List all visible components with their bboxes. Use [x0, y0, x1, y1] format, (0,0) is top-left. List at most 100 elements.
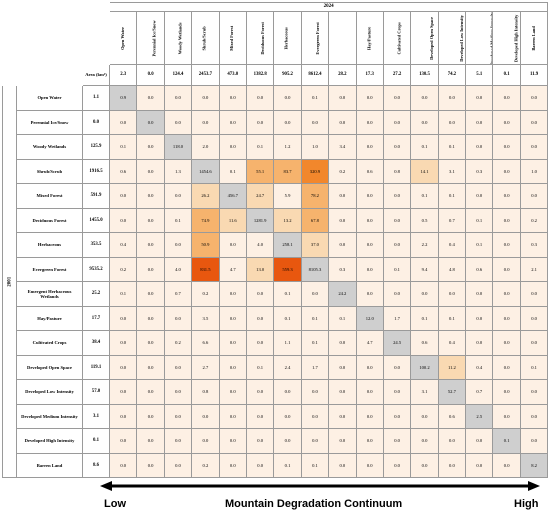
row-header-label: Barren Land — [16, 452, 83, 478]
area-2001-value: 1.1 — [81, 85, 111, 111]
transition-cell: 0.0 — [218, 330, 247, 356]
transition-cell: 0.0 — [437, 452, 467, 478]
transition-cell: 0.0 — [519, 428, 549, 454]
transition-cell: 0.0 — [519, 109, 549, 135]
column-header-label: Hay/Pasture — [366, 26, 372, 51]
table-row: Deciduous Forest 1455.0 0.0 0.0 0.1 74.9 11.6 1… — [3, 207, 549, 233]
transition-cell: 0.0 — [465, 428, 494, 454]
transition-cell: 0.0 — [328, 85, 357, 111]
transition-cell: 3.1 — [410, 379, 439, 405]
transition-cell: 0.0 — [136, 158, 165, 184]
transition-cell: 0.0 — [218, 134, 247, 160]
transition-cell: 50.9 — [191, 232, 220, 258]
transition-cell: 0.0 — [465, 330, 494, 356]
transition-cell: 0.0 — [437, 109, 467, 135]
table-row: Developed High Intensity 0.1 0.0 0.0 0.0 0.0 0… — [3, 428, 549, 454]
transition-cell: 0.0 — [109, 379, 138, 405]
transition-cell: 0.0 — [300, 379, 330, 405]
column-header-label: Developed Open Space — [429, 17, 435, 60]
transition-cell: 0.0 — [382, 281, 412, 307]
transition-cell: 0.0 — [492, 330, 521, 356]
transition-cell: 0.0 — [191, 85, 220, 111]
column-header-label: Developed High Intensity — [513, 14, 519, 63]
transition-cell: 0.0 — [218, 379, 247, 405]
transition-cell: 13.2 — [273, 207, 302, 233]
transition-cell: 0.0 — [136, 85, 165, 111]
transition-cell: 0.1 — [109, 134, 138, 160]
transition-cell: 0.0 — [519, 403, 549, 429]
column-header-label: Herbaceous — [284, 27, 290, 50]
transition-cell: 0.1 — [465, 207, 494, 233]
transition-cell: 0.0 — [465, 134, 494, 160]
column-header: Shrub/Scrub — [191, 11, 220, 65]
transition-cell: 0.0 — [492, 379, 521, 405]
transition-cell: 0.0 — [136, 305, 165, 331]
transition-cell: 1281.9 — [245, 207, 275, 233]
transition-cell: 0.0 — [465, 305, 494, 331]
transition-cell: 0.0 — [163, 452, 193, 478]
column-header: Evergreen Forest — [300, 11, 330, 65]
transition-cell: 6.6 — [191, 330, 220, 356]
transition-cell: 1.0 — [300, 134, 330, 160]
transition-cell: 1.7 — [300, 354, 330, 380]
column-header: Perennial Ice/Snow — [136, 11, 165, 65]
transition-cell: 0.1 — [273, 305, 302, 331]
transition-cell: 8.2 — [519, 452, 549, 478]
transition-cell: 0.0 — [163, 232, 193, 258]
transition-cell: 9.4 — [410, 256, 439, 282]
transition-cell: 0.0 — [410, 281, 439, 307]
transition-cell: 78.2 — [300, 183, 330, 209]
transition-cell: 0.2 — [191, 452, 220, 478]
transition-cell: 0.0 — [355, 109, 384, 135]
transition-cell: 0.0 — [355, 281, 384, 307]
area-2001-value: 9535.2 — [81, 256, 111, 282]
transition-cell: 14.1 — [410, 158, 439, 184]
transition-cell: 0.1 — [109, 281, 138, 307]
transition-cell: 0.0 — [382, 354, 412, 380]
transition-cell: 0.0 — [355, 256, 384, 282]
transition-cell: 0.0 — [382, 109, 412, 135]
transition-cell: 2.2 — [410, 232, 439, 258]
transition-cell: 67.8 — [300, 207, 330, 233]
transition-cell: 0.6 — [437, 403, 467, 429]
transition-cell: 24.2 — [328, 281, 357, 307]
transition-cell: 0.1 — [437, 183, 467, 209]
transition-cell: 55.1 — [245, 158, 275, 184]
transition-cell: 0.1 — [328, 305, 357, 331]
transition-cell: 0.2 — [109, 256, 138, 282]
continuum-low-label: Low — [104, 498, 126, 510]
row-header-label: Mixed Forest — [16, 183, 83, 209]
transition-cell: 12.0 — [355, 305, 384, 331]
transition-cell: 0.3 — [328, 256, 357, 282]
transition-cell: 0.1 — [465, 232, 494, 258]
transition-cell: 0.0 — [328, 232, 357, 258]
area-2001-value: 3.1 — [81, 403, 111, 429]
area-2024-row: Area (km²) 2.3 0.0 124.4 2453.7 473.0 1382.8 90… — [3, 64, 549, 86]
transition-cell: 0.1 — [300, 452, 330, 478]
transition-cell: 0.0 — [191, 428, 220, 454]
transition-cell: 0.0 — [300, 109, 330, 135]
transition-cell: 0.3 — [519, 232, 549, 258]
column-header-label: Barren Land — [530, 26, 536, 51]
transition-cell: 0.0 — [328, 330, 357, 356]
transition-cell: 0.0 — [328, 452, 357, 478]
transition-cell: 0.0 — [163, 305, 193, 331]
area-2001-value: 353.5 — [81, 232, 111, 258]
area-2024-value: 2453.7 — [191, 64, 220, 86]
transition-cell: 0.2 — [191, 281, 220, 307]
transition-cell: 0.0 — [218, 354, 247, 380]
area-2024-value: 2.3 — [109, 64, 138, 86]
column-header-label: Developed Low Intensity — [458, 15, 464, 62]
transition-cell: 0.0 — [492, 232, 521, 258]
transition-cell: 0.0 — [245, 85, 275, 111]
transition-cell: 0.0 — [519, 330, 549, 356]
transition-cell: 0.1 — [245, 134, 275, 160]
transition-cell: 0.0 — [382, 134, 412, 160]
table-row: Herbaceous 353.5 0.4 0.0 0.0 50.9 0.0 4.0 258.1 3… — [3, 232, 549, 258]
area-2001-value: 0.0 — [81, 109, 111, 135]
transition-cell: 0.9 — [109, 85, 138, 111]
transition-cell: 0.1 — [410, 305, 439, 331]
transition-cell: 0.0 — [328, 403, 357, 429]
transition-cell: 83.7 — [273, 158, 302, 184]
area-2024-value: 74.2 — [437, 64, 467, 86]
